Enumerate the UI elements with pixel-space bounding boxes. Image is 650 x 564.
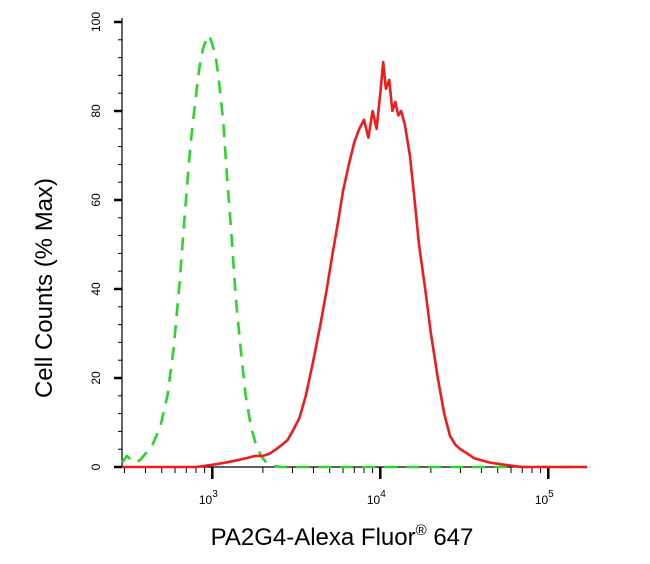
plot-axes bbox=[114, 18, 587, 479]
y-tick-label: 40 bbox=[89, 282, 103, 296]
y-tick-label: 80 bbox=[89, 104, 103, 118]
x-tick-labels: 103 104 105 bbox=[199, 489, 554, 507]
y-axis-title: Cell Counts (% Max) bbox=[31, 178, 58, 398]
x-axis-title-main: PA2G4-Alexa Fluor bbox=[211, 524, 416, 551]
y-tick-label: 100 bbox=[89, 12, 103, 32]
series-line-2 bbox=[122, 60, 587, 469]
x-tick-label: 105 bbox=[535, 489, 554, 507]
y-tick-labels: 0 20 40 60 80 100 bbox=[89, 12, 103, 471]
y-tick-label: 20 bbox=[89, 371, 103, 385]
x-axis-title-suffix: 647 bbox=[427, 524, 474, 551]
x-tick-label: 104 bbox=[367, 489, 386, 507]
x-axis-title: PA2G4-Alexa Fluor® 647 bbox=[211, 522, 474, 551]
x-axis-title-registered: ® bbox=[416, 522, 427, 539]
series-lines bbox=[120, 34, 587, 469]
y-tick-label: 0 bbox=[89, 463, 103, 470]
y-tick-label: 60 bbox=[89, 193, 103, 207]
x-tick-label: 103 bbox=[199, 489, 218, 507]
series-line-1 bbox=[120, 34, 587, 469]
